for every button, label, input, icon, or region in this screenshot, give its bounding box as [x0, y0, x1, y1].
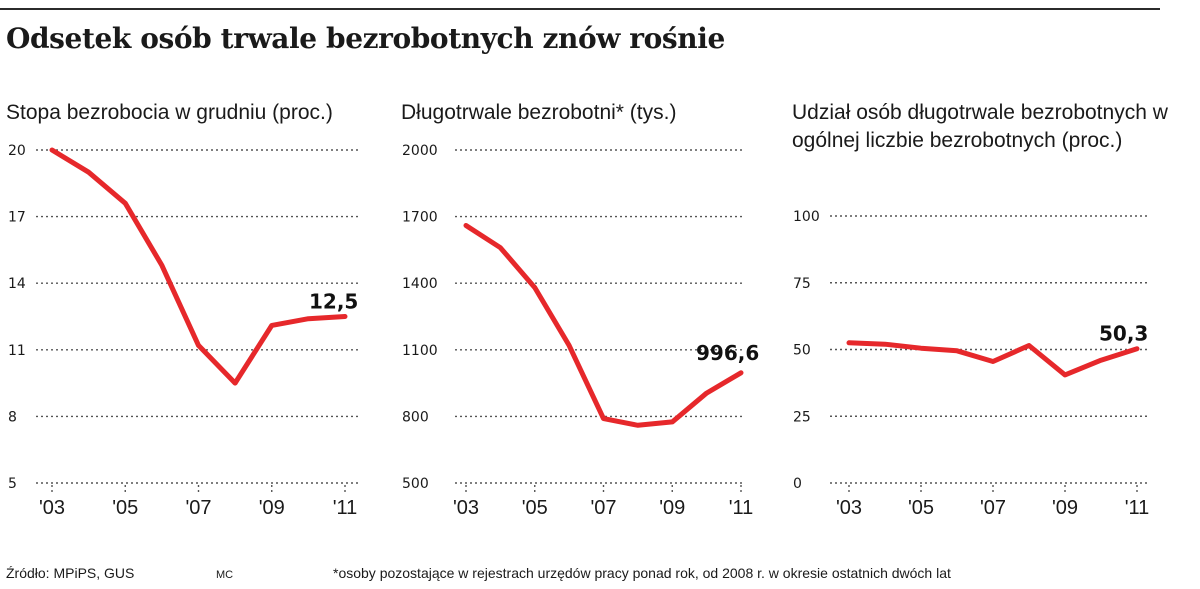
x-tick-label: '05 [112, 497, 138, 519]
x-tick-label: '03 [453, 497, 479, 519]
panel-title-long-term-unemployed: Długotrwale bezrobotni* (tys.) [401, 101, 677, 124]
series-line-1 [463, 223, 744, 428]
x-tick-label: '09 [659, 497, 685, 519]
y-tick-label: 2000 [402, 143, 438, 159]
y-tick-label: 20 [8, 143, 26, 159]
x-tick-label: '09 [259, 497, 285, 519]
x-tick-label: '07 [590, 497, 616, 519]
series-line-0 [49, 147, 348, 386]
y-tick-label: 0 [793, 476, 802, 492]
x-tick-label: '07 [980, 497, 1006, 519]
x-tick-label: '11 [1125, 497, 1150, 519]
x-tick-label: '07 [185, 497, 211, 519]
end-value-label: 996,6 [696, 341, 759, 365]
x-tick-label: '05 [522, 497, 548, 519]
source-note: Źródło: MPiPS, GUS [6, 565, 135, 581]
top-rule [0, 8, 1160, 10]
end-value-label: 12,5 [309, 290, 358, 314]
y-tick-label: 75 [793, 276, 811, 292]
y-tick-label: 1700 [402, 210, 438, 226]
y-tick-label: 1400 [402, 276, 438, 292]
y-tick-label: 50 [793, 343, 811, 359]
x-tick-label: '03 [836, 497, 862, 519]
y-tick-label: 800 [402, 409, 429, 425]
y-tick-label: 14 [8, 276, 26, 292]
y-tick-label: 100 [793, 209, 820, 225]
x-tick-label: '05 [908, 497, 934, 519]
panel-title-unemployment-rate: Stopa bezrobocia w grudniu (proc.) [6, 101, 333, 124]
y-tick-label: 1100 [402, 343, 438, 359]
y-tick-label: 11 [8, 343, 26, 359]
y-tick-label: 8 [8, 409, 17, 425]
x-tick-label: '09 [1052, 497, 1078, 519]
page-title: Odsetek osób trwale bezrobotnych znów ro… [6, 22, 725, 55]
x-tick-label: '11 [333, 497, 358, 519]
y-tick-label: 17 [8, 210, 26, 226]
y-tick-label: 25 [793, 409, 811, 425]
author-initials: MC [216, 569, 234, 581]
footnote: *osoby pozostające w rejestrach urzędów … [333, 565, 951, 581]
end-value-label: 50,3 [1099, 322, 1148, 346]
y-tick-label: 5 [8, 476, 17, 492]
x-tick-label: '11 [729, 497, 754, 519]
x-tick-label: '03 [39, 497, 65, 519]
panel-title-long-term-share: Udział osób długotrwale bezrobotnych w o… [792, 101, 1168, 152]
y-tick-label: 500 [402, 476, 429, 492]
series-line-2 [846, 340, 1140, 378]
